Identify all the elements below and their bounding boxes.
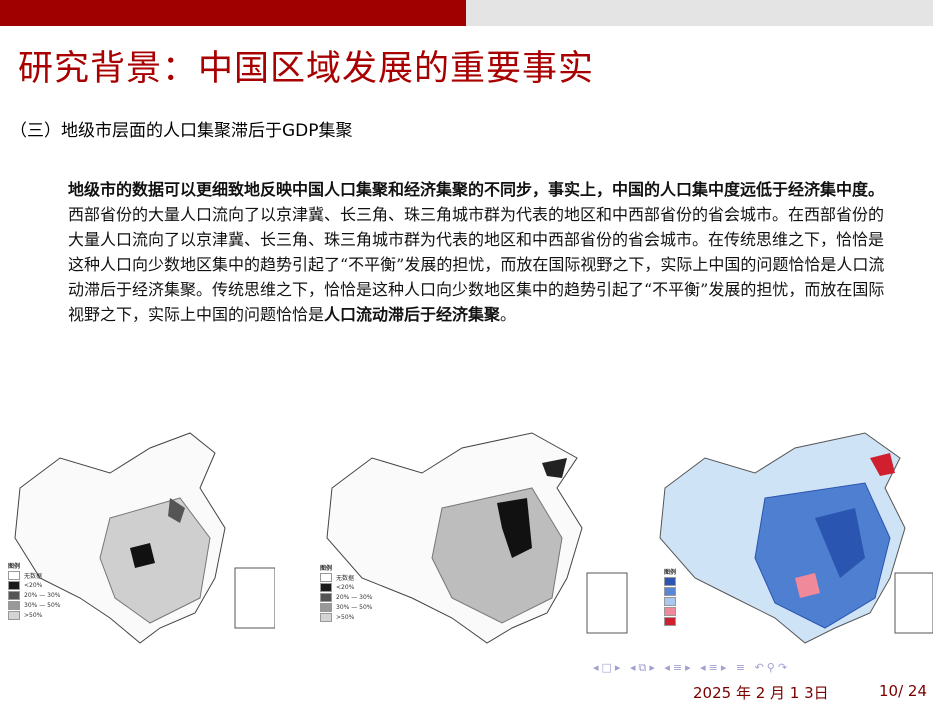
header-bar [0, 0, 933, 26]
outline-icon[interactable]: ≡ [735, 661, 749, 674]
footer-date: 2025 年 2 月 1 3日 [693, 684, 829, 702]
slide-title: 研究背景：中国区域发展的重要事实 [18, 49, 595, 89]
map-ratio-color [655, 428, 933, 658]
document-nav-icon[interactable]: ◂≡▸ [700, 661, 730, 674]
map3-legend: 图例 [664, 566, 676, 626]
emphasis-text: 人口流动滞后于经济集聚 [324, 305, 501, 324]
search-back-forward-icon[interactable]: ↶⚲↷ [754, 661, 791, 674]
map-population-share [0, 428, 275, 658]
period: 。 [500, 305, 517, 324]
map1-legend: 图例 无数据 <20% 20% — 30% 30% — 50% >50% [8, 562, 61, 620]
beamer-navigation[interactable]: ◂□▸ ◂⧉▸ ◂≡▸ ◂≡▸ ≡ ↶⚲↷ [593, 661, 790, 675]
map2-legend: 图例 无数据 <20% 20% — 30% 30% — 50% >50% [320, 564, 373, 622]
page-number: 10/ 24 [879, 682, 927, 700]
section-subtitle: （三）地级市层面的人口集聚滞后于GDP集聚 [10, 121, 353, 141]
lead-text: 地级市的数据可以更细致地反映中国人口集聚和经济集聚的不同步，事实上，中国的人口集… [68, 180, 885, 199]
map-gdp-share [312, 428, 642, 658]
frame-nav-icon[interactable]: ◂□▸ [593, 661, 624, 674]
paragraph-text: 西部省份的大量人口流向了以京津冀、长三角、珠三角城市群为代表的地区和中西部省份的… [68, 205, 885, 324]
body-text: 地级市的数据可以更细致地反映中国人口集聚和经济集聚的不同步，事实上，中国的人口集… [68, 177, 888, 327]
subsection-nav-icon[interactable]: ◂⧉▸ [629, 661, 658, 674]
section-nav-icon[interactable]: ◂≡▸ [664, 661, 694, 674]
